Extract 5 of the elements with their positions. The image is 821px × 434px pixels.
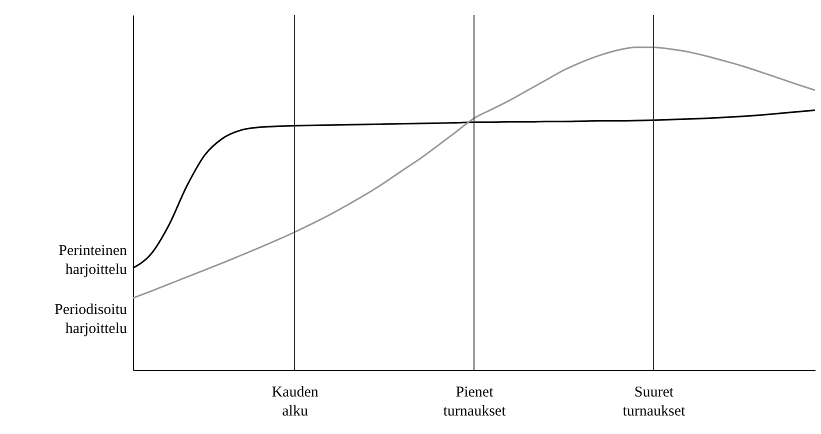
x-tick-label: Kauden alku <box>272 384 319 420</box>
x-tick-label: Pienet turnaukset <box>443 384 507 420</box>
x-tick-label: Suuret turnaukset <box>622 384 686 420</box>
series-label: Periodisoitu harjoittelu <box>54 302 128 338</box>
series-label: Perinteinen harjoittelu <box>58 243 128 278</box>
